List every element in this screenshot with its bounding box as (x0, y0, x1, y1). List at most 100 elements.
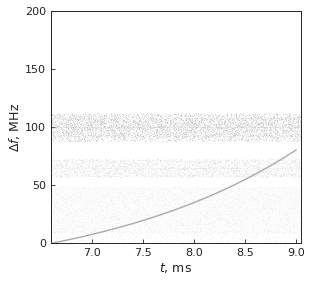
Point (287, 122, 292, 126)
Point (278, 199, 283, 204)
Point (200, 118, 205, 122)
Point (291, 119, 296, 123)
Point (111, 124, 116, 128)
Point (246, 129, 251, 133)
Point (176, 164, 181, 169)
Point (71, 214, 76, 219)
Point (138, 137, 143, 142)
Point (130, 236, 135, 241)
Point (285, 122, 290, 126)
Point (197, 227, 202, 231)
Point (217, 125, 222, 130)
Point (207, 201, 212, 205)
Point (222, 234, 227, 239)
Point (77, 157, 82, 162)
Point (208, 232, 213, 236)
Point (254, 231, 259, 236)
Point (193, 166, 198, 170)
Point (200, 135, 205, 139)
Point (86, 126, 91, 131)
Point (252, 114, 257, 119)
Point (269, 120, 274, 125)
Point (190, 200, 195, 205)
Point (269, 192, 274, 197)
Point (208, 125, 213, 130)
Point (168, 126, 173, 130)
Point (109, 116, 114, 121)
Point (129, 128, 134, 132)
Point (295, 120, 300, 125)
Point (165, 186, 170, 190)
Point (280, 241, 285, 245)
Point (295, 131, 300, 136)
Point (95, 232, 100, 237)
Point (234, 111, 239, 116)
Point (297, 188, 302, 193)
Point (269, 196, 274, 201)
Point (152, 111, 157, 116)
Point (280, 125, 285, 130)
Point (256, 161, 261, 166)
Point (282, 195, 287, 199)
Point (223, 126, 228, 131)
Point (293, 133, 298, 137)
Point (234, 161, 239, 166)
Point (211, 166, 216, 170)
Point (116, 172, 121, 177)
Point (121, 128, 126, 133)
Point (282, 133, 287, 137)
Point (115, 135, 120, 140)
Point (140, 134, 145, 138)
Point (178, 128, 183, 132)
Point (154, 157, 159, 162)
Point (157, 113, 162, 118)
Point (284, 165, 289, 170)
Point (279, 115, 284, 119)
Point (81, 188, 86, 193)
Point (141, 135, 146, 140)
Point (181, 130, 186, 135)
Point (57, 116, 62, 120)
Point (273, 241, 278, 245)
Point (109, 189, 114, 193)
Point (235, 124, 240, 129)
Point (256, 171, 261, 176)
Point (229, 168, 234, 172)
Point (83, 120, 88, 124)
Point (101, 129, 106, 134)
Point (104, 157, 109, 162)
Point (134, 129, 139, 133)
Point (243, 161, 248, 166)
Point (207, 165, 212, 170)
Point (69, 138, 74, 143)
Point (211, 204, 216, 208)
Point (241, 111, 246, 116)
Point (262, 204, 267, 208)
Point (52, 120, 57, 124)
Point (176, 130, 181, 135)
Point (116, 220, 121, 225)
Point (295, 122, 300, 127)
Point (119, 124, 124, 128)
Point (285, 120, 290, 125)
Point (179, 116, 184, 121)
Point (195, 169, 200, 174)
Point (296, 163, 301, 167)
Point (192, 134, 197, 139)
Point (283, 117, 288, 121)
Point (297, 135, 302, 139)
Point (105, 160, 110, 165)
Point (204, 127, 209, 132)
Point (151, 125, 156, 130)
Point (263, 132, 268, 137)
Point (287, 114, 292, 118)
Point (119, 111, 124, 116)
Point (142, 193, 147, 197)
Point (238, 111, 243, 116)
Point (255, 112, 260, 116)
Point (288, 173, 293, 177)
Point (62, 201, 67, 205)
Point (147, 159, 152, 164)
Point (168, 190, 173, 194)
Point (186, 134, 191, 138)
